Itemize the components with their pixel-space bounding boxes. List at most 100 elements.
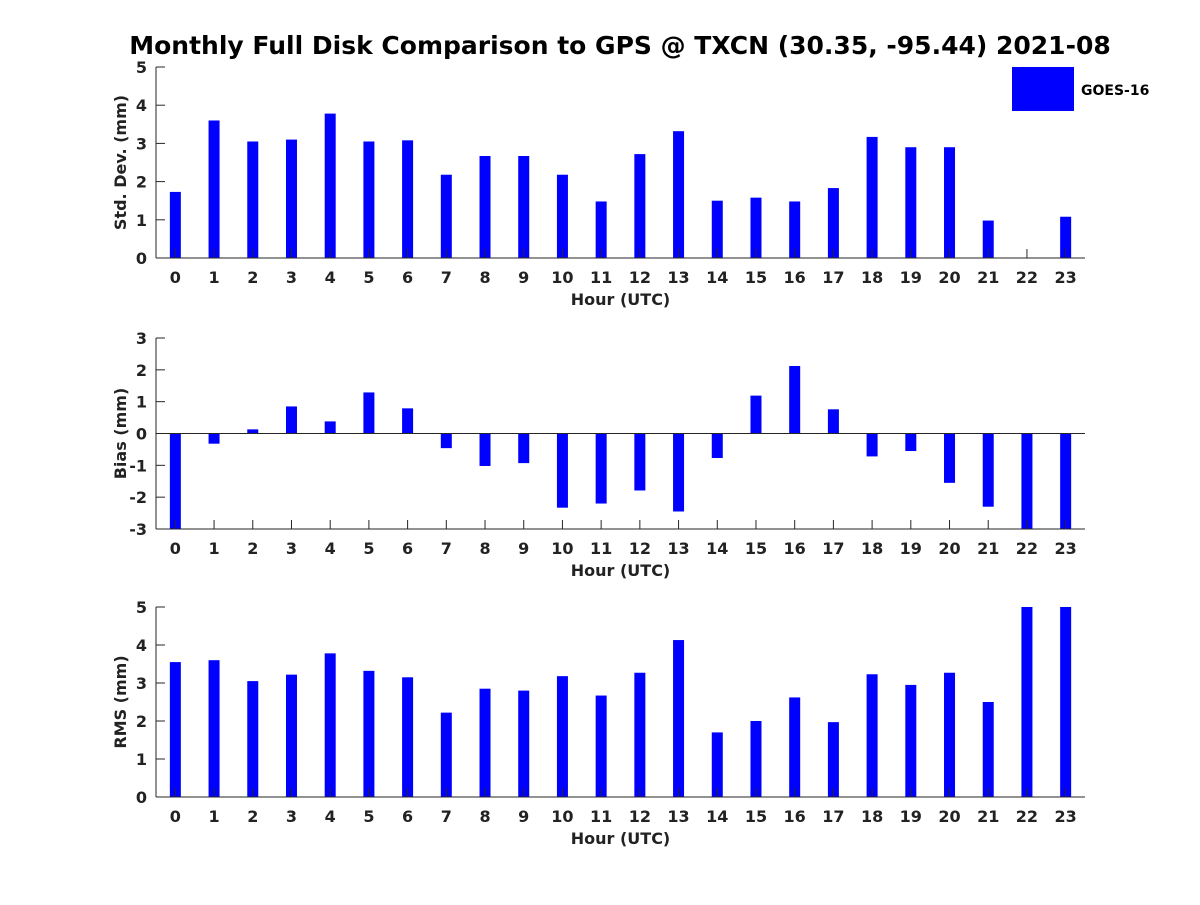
bar-bias-11 [595,433,607,504]
bar-std-dev-9 [518,156,530,258]
bar-bias-8 [479,433,491,466]
xtick-label-std-dev-16: 16 [784,268,806,287]
bar-bias-17 [827,409,839,434]
bar-rms-14 [711,732,723,797]
bar-rms-8 [479,688,491,797]
ytick-label-bias--2: -2 [129,488,147,507]
ytick-label-std-dev-3: 3 [136,134,147,153]
bar-bias-14 [711,433,723,459]
ytick-label-bias--1: -1 [129,456,147,475]
xtick-label-bias-18: 18 [861,539,883,558]
bar-rms-20 [944,672,956,797]
legend: GOES-16 [1012,67,1149,111]
bar-rms-18 [866,674,878,797]
xtick-label-std-dev-5: 5 [363,268,374,287]
bar-rms-9 [518,690,530,797]
ytick-label-bias--3: -3 [129,520,147,539]
bar-bias-9 [518,433,530,464]
bar-rms-12 [634,672,646,797]
bar-rms-16 [789,697,801,797]
xtick-label-bias-15: 15 [745,539,767,558]
bar-rms-3 [285,674,297,797]
xtick-label-bias-22: 22 [1016,539,1038,558]
xtick-label-rms-20: 20 [938,807,960,826]
ytick-label-std-dev-0: 0 [136,249,147,268]
bar-bias-19 [905,433,917,452]
xtick-label-rms-16: 16 [784,807,806,826]
xtick-label-bias-19: 19 [900,539,922,558]
xtick-label-rms-10: 10 [551,807,573,826]
xtick-label-rms-22: 22 [1016,807,1038,826]
panel-bias: 0 1 2 3 4 5 6 7 8 9 10 11 12 13 14 15 16 17 18 19 20 21 22 23-3… [111,329,1085,580]
xtick-label-rms-0: 0 [170,807,181,826]
ytick-label-std-dev-1: 1 [136,211,147,230]
xtick-label-std-dev-21: 21 [977,268,999,287]
xtick-label-bias-20: 20 [938,539,960,558]
xtick-label-std-dev-8: 8 [479,268,490,287]
xtick-label-std-dev-14: 14 [706,268,728,287]
bar-bias-16 [789,366,801,434]
xtick-label-rms-9: 9 [518,807,529,826]
xtick-label-bias-8: 8 [479,539,490,558]
bar-bias-18 [866,433,878,457]
bar-std-dev-7 [440,174,452,258]
xtick-label-std-dev-15: 15 [745,268,767,287]
bar-std-dev-12 [634,154,646,258]
xtick-label-bias-11: 11 [590,539,612,558]
xtick-label-rms-15: 15 [745,807,767,826]
bar-std-dev-20 [944,147,956,258]
xtick-label-std-dev-13: 13 [667,268,689,287]
ytick-label-rms-1: 1 [136,750,147,769]
xtick-label-rms-3: 3 [286,807,297,826]
panel-std-dev: 0 1 2 3 4 5 6 7 8 9 10 11 12 13 14 15 16 17 18 19 20 21 22 2301… [111,58,1085,309]
bar-bias-12 [634,433,646,491]
bar-rms-6 [402,677,414,797]
bar-std-dev-19 [905,147,917,258]
bar-std-dev-8 [479,156,491,258]
bar-std-dev-10 [556,174,568,258]
xtick-label-bias-3: 3 [286,539,297,558]
xtick-label-std-dev-4: 4 [325,268,336,287]
bar-std-dev-18 [866,136,878,258]
bar-std-dev-4 [324,113,336,258]
ytick-label-std-dev-4: 4 [136,96,147,115]
bar-rms-17 [827,722,839,797]
xtick-label-bias-2: 2 [247,539,258,558]
xtick-label-std-dev-18: 18 [861,268,883,287]
bar-bias-1 [208,433,220,444]
xtick-label-std-dev-2: 2 [247,268,258,287]
ytick-label-bias-3: 3 [136,329,147,348]
xlabel-bias: Hour (UTC) [571,561,671,580]
bar-rms-13 [673,640,685,797]
bar-std-dev-3 [285,139,297,258]
xtick-label-rms-4: 4 [325,807,336,826]
xtick-label-std-dev-17: 17 [822,268,844,287]
ytick-label-std-dev-5: 5 [136,58,147,77]
xtick-label-bias-17: 17 [822,539,844,558]
bar-bias-7 [440,433,452,449]
xtick-label-bias-13: 13 [667,539,689,558]
xtick-label-std-dev-12: 12 [629,268,651,287]
ytick-label-rms-0: 0 [136,788,147,807]
ytick-label-rms-3: 3 [136,674,147,693]
xtick-label-bias-12: 12 [629,539,651,558]
bar-bias-0 [169,433,181,529]
bar-bias-6 [402,408,414,434]
xlabel-std-dev: Hour (UTC) [571,290,671,309]
xtick-label-rms-23: 23 [1055,807,1077,826]
bar-rms-4 [324,653,336,797]
xtick-label-bias-14: 14 [706,539,728,558]
xtick-label-bias-1: 1 [208,539,219,558]
bar-std-dev-11 [595,201,607,258]
xtick-label-rms-5: 5 [363,807,374,826]
bar-std-dev-15 [750,197,762,258]
bar-rms-15 [750,721,762,797]
bar-rms-2 [247,681,259,797]
ytick-label-std-dev-2: 2 [136,173,147,192]
xtick-label-rms-1: 1 [208,807,219,826]
bar-bias-21 [982,433,994,507]
ylabel-rms: RMS (mm) [111,655,130,748]
ytick-label-bias-2: 2 [136,361,147,380]
xtick-label-std-dev-11: 11 [590,268,612,287]
ytick-label-rms-4: 4 [136,636,147,655]
